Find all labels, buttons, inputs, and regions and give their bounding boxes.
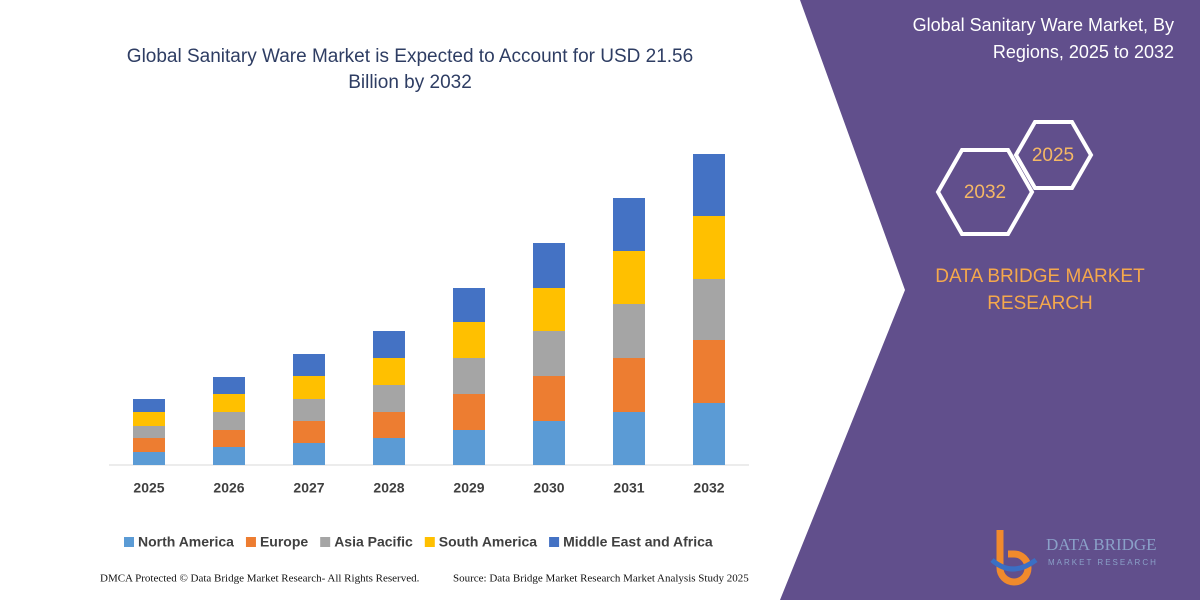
bar-segment bbox=[533, 331, 565, 376]
legend-swatch bbox=[124, 537, 134, 547]
hex-label: 2032 bbox=[964, 182, 1006, 203]
bar-segment bbox=[453, 358, 485, 394]
chart-title: Global Sanitary Ware Market is Expected … bbox=[126, 46, 694, 93]
bar-segment bbox=[533, 421, 565, 465]
x-tick-label: 2029 bbox=[453, 480, 484, 496]
bar-segment bbox=[373, 438, 405, 465]
bar-segment bbox=[373, 331, 405, 358]
bar-segment bbox=[533, 376, 565, 421]
bar-segment bbox=[613, 251, 645, 304]
bar-segment bbox=[533, 243, 565, 288]
legend-label: Middle East and Africa bbox=[563, 534, 713, 550]
bar-segment bbox=[293, 443, 325, 465]
bar-segment bbox=[533, 288, 565, 331]
bar-segment bbox=[453, 288, 485, 322]
legend-swatch bbox=[549, 537, 560, 547]
legend-label: South America bbox=[439, 534, 537, 550]
bar-segment bbox=[293, 354, 325, 376]
bar-segment bbox=[693, 216, 725, 279]
logo-mark bbox=[996, 530, 1032, 586]
bar-segment bbox=[293, 376, 325, 399]
bar-segment bbox=[373, 385, 405, 412]
x-tick-label: 2032 bbox=[693, 480, 724, 496]
bar-segment bbox=[133, 452, 165, 465]
bar-segment bbox=[613, 358, 645, 412]
bar-segment bbox=[613, 412, 645, 465]
bar-segment bbox=[133, 399, 165, 412]
footer-text: DMCA Protected © Data Bridge Market Rese… bbox=[100, 573, 420, 585]
bar-segment bbox=[213, 447, 245, 465]
bar-segment bbox=[373, 358, 405, 385]
legend-label: Asia Pacific bbox=[334, 534, 413, 550]
bar-segment bbox=[613, 198, 645, 251]
logo-text: MARKET RESEARCH bbox=[1048, 558, 1158, 567]
x-tick-label: 2030 bbox=[533, 480, 564, 496]
logo-mark bbox=[990, 557, 1038, 572]
bar-segment bbox=[453, 394, 485, 430]
hexagon bbox=[935, 148, 1035, 236]
legend-swatch bbox=[245, 537, 256, 547]
legend-swatch bbox=[424, 537, 435, 547]
bar-segment bbox=[293, 421, 325, 443]
bar-segment bbox=[693, 279, 725, 340]
bar-segment bbox=[133, 412, 165, 426]
bar-segment bbox=[453, 430, 485, 465]
bar-segment bbox=[613, 304, 645, 358]
brand-text: DATA BRIDGE MARKET RESEARCH bbox=[935, 266, 1145, 314]
x-tick-label: 2031 bbox=[613, 480, 644, 496]
logo-text: DATA BRIDGE bbox=[1046, 535, 1157, 554]
footer-text: Source: Data Bridge Market Research Mark… bbox=[453, 573, 749, 585]
bar-segment bbox=[213, 394, 245, 412]
hexagon bbox=[1013, 120, 1094, 190]
side-panel bbox=[780, 0, 1200, 600]
bar-segment bbox=[693, 340, 725, 403]
legend-label: Europe bbox=[260, 534, 308, 550]
bar-segment bbox=[133, 438, 165, 452]
legend-label: North America bbox=[138, 534, 234, 550]
bar-segment bbox=[453, 322, 485, 358]
x-tick-label: 2028 bbox=[373, 480, 404, 496]
bar-segment bbox=[693, 154, 725, 216]
bar-segment bbox=[213, 412, 245, 430]
x-tick-label: 2026 bbox=[213, 480, 244, 496]
bar-segment bbox=[133, 426, 165, 438]
hex-label: 2025 bbox=[1032, 145, 1074, 166]
x-tick-label: 2027 bbox=[293, 480, 324, 496]
x-tick-label: 2025 bbox=[133, 480, 164, 496]
bar-segment bbox=[213, 377, 245, 394]
panel-title: Global Sanitary Ware Market, By Regions,… bbox=[912, 15, 1174, 62]
bar-segment bbox=[693, 403, 725, 465]
bar-segment bbox=[293, 399, 325, 421]
bar-segment bbox=[373, 412, 405, 438]
bar-segment bbox=[213, 430, 245, 447]
legend-swatch bbox=[320, 537, 331, 547]
